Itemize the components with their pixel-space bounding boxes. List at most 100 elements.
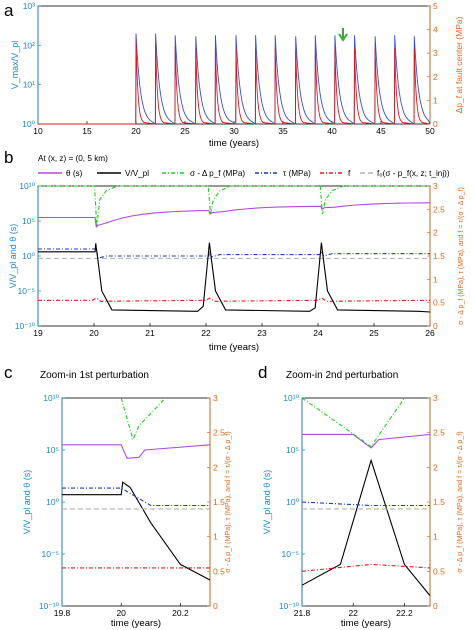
panel-d-letter: d <box>258 363 267 382</box>
panel-a-ylabel-right: Δp_f at fault center (MPa) <box>454 16 464 113</box>
panel-c-series <box>62 397 211 581</box>
x-tick-label: 24 <box>313 328 323 338</box>
y-right-tick-label: 2 <box>433 72 438 82</box>
panel-c-ylabel-right: σ - Δ p_f (MPa), τ (MPa), and f = τ/(σ -… <box>223 431 232 572</box>
y-right-tick-label: 0.5 <box>433 566 445 576</box>
panel-b-letter: b <box>4 148 13 167</box>
y-left-tick-label: 10⁰ <box>286 497 299 507</box>
x-tick-label: 20 <box>89 328 99 338</box>
panel-a-frame <box>37 5 431 125</box>
panel-c-frame <box>61 397 211 607</box>
sigma-series-line <box>301 397 405 448</box>
y-right-tick-label: 1 <box>213 532 218 542</box>
y-right-tick-label: 4 <box>433 25 438 35</box>
pf-series-line <box>38 40 431 125</box>
panel-a-xlabel: time (years) <box>209 138 259 149</box>
panel-c-xlabel: time (years) <box>111 618 161 629</box>
y-left-tick-label: 10¹ <box>23 80 35 90</box>
y-right-tick-label: 1.5 <box>433 251 445 261</box>
x-tick-label: 15 <box>82 126 92 136</box>
panel-d-title: Zoom-in 2nd perturbation <box>286 370 398 381</box>
x-tick-label: 20.2 <box>172 608 189 618</box>
y-right-tick-label: 2.5 <box>213 428 225 438</box>
f-series-line <box>38 297 431 302</box>
y-left-tick-label: 10⁻¹⁰ <box>15 321 36 331</box>
y-right-tick-label: 0.5 <box>433 298 445 308</box>
panel-b: 19 20 21 22 23 24 25 2610⁻¹⁰10⁻⁵10⁰10⁵10¹⁰00.51… <box>8 181 465 353</box>
x-tick-label: 20 <box>131 126 141 136</box>
y-left-tick-label: 10⁰ <box>22 251 35 261</box>
y-left-tick-label: 10⁻⁵ <box>42 549 59 559</box>
tau-series-line <box>301 501 430 507</box>
y-left-tick-label: 10⁻⁵ <box>18 286 35 296</box>
sigma-series-line <box>120 397 166 442</box>
tau-series-line <box>62 487 210 507</box>
x-tick-label: 22 <box>201 328 211 338</box>
x-tick-label: 22 <box>348 608 358 618</box>
y-right-tick-label: 2 <box>433 462 438 472</box>
y-left-tick-label: 10⁻¹⁰ <box>279 601 300 611</box>
y-right-tick-label: 0 <box>213 601 218 611</box>
y-right-tick-label: 1 <box>433 532 438 542</box>
y-right-tick-label: 0 <box>433 119 438 129</box>
y-left-tick-label: 10¹⁰ <box>19 181 35 191</box>
panel-d-ylabel-right: σ - Δ p_f (MPa), τ (MPa), and f = τ/(σ -… <box>455 431 464 572</box>
legend-f0: f₀(σ - p_f(x, z; t_inj)) <box>377 169 450 178</box>
panel-c-ylabel-left: V/V_pl and θ (s) <box>22 470 32 535</box>
y-right-tick-label: 2.5 <box>433 428 445 438</box>
legend-theta: θ (s) <box>66 169 83 178</box>
x-tick-label: 30 <box>229 126 239 136</box>
panel-c-letter: c <box>4 363 13 382</box>
y-right-tick-label: 1 <box>433 274 438 284</box>
panel-b-ticks: 19 20 21 22 23 24 25 2610⁻¹⁰10⁻⁵10⁰10⁵10¹⁰00.51… <box>15 181 445 338</box>
sigma-series-line <box>38 185 430 229</box>
x-tick-label: 10 <box>33 126 43 136</box>
y-right-tick-label: 1 <box>433 95 438 105</box>
legend-vvpl: V/V_pl <box>125 169 149 178</box>
y-right-tick-label: 2.5 <box>433 204 445 214</box>
vmax-series-line <box>38 33 431 125</box>
x-tick-label: 19.8 <box>54 608 71 618</box>
panel-a-ylabel-left: V_max/V_pl <box>10 41 20 90</box>
y-right-tick-label: 3 <box>433 181 438 191</box>
theta-series-line <box>62 444 211 459</box>
legend-tau: τ (MPa) <box>283 169 311 178</box>
y-right-tick-label: 0.5 <box>213 566 225 576</box>
theta-series-line <box>302 433 431 449</box>
y-right-tick-label: 0 <box>433 601 438 611</box>
x-tick-label: 26 <box>425 328 435 338</box>
y-left-tick-label: 10¹⁰ <box>43 393 59 403</box>
y-right-tick-label: 3 <box>433 393 438 403</box>
panel-b-ylabel-left: V/V_pl and θ (s) <box>8 224 18 289</box>
panel-b-ylabel-right: σ - Δ p_f (MPa), τ (MPa), and f = τ/(σ -… <box>458 187 465 325</box>
x-tick-label: 21 <box>145 328 155 338</box>
y-left-tick-label: 10⁻⁵ <box>282 549 299 559</box>
y-left-tick-label: 10⁻¹⁰ <box>39 601 60 611</box>
theta-series-line <box>38 202 431 228</box>
panel-c-ticks: 19.8 20 20.2 10⁻¹⁰ 10⁻⁵ 10⁰ 10⁵ 10¹⁰ 0 0.5 1 1.5 2 2.… <box>39 393 225 618</box>
f-series-line <box>301 563 431 572</box>
x-tick-label: 23 <box>257 328 267 338</box>
x-tick-label: 50 <box>425 126 435 136</box>
y-right-tick-label: 2 <box>433 228 438 238</box>
y-right-tick-label: 2 <box>213 462 218 472</box>
y-right-tick-label: 0 <box>433 321 438 331</box>
y-left-tick-label: 10² <box>23 40 35 50</box>
y-right-tick-label: 1.5 <box>433 497 445 507</box>
y-left-tick-label: 10⁵ <box>286 445 299 455</box>
y-right-tick-label: 1.5 <box>213 497 225 507</box>
panel-a-letter: a <box>4 1 14 20</box>
x-tick-label: 40 <box>327 126 337 136</box>
vvpl-series-line <box>301 458 431 596</box>
y-right-tick-label: 3 <box>433 48 438 58</box>
y-left-tick-label: 10¹⁰ <box>283 393 299 403</box>
y-left-tick-label: 10⁵ <box>22 216 35 226</box>
panel-b-frame <box>37 185 431 327</box>
panel-a-series <box>38 33 431 125</box>
green-arrow-icon <box>338 28 348 42</box>
legend-sigma: σ - Δ p_f (MPa) <box>190 169 245 178</box>
y-right-tick-label: 3 <box>213 393 218 403</box>
panel-d-ticks: 21.8 22 22.2 10⁻¹⁰ 10⁻⁵ 10⁰ 10⁵ 10¹⁰ 0 0.5 1 1.5 2 2.… <box>279 393 445 618</box>
panel-d-series <box>301 397 431 596</box>
